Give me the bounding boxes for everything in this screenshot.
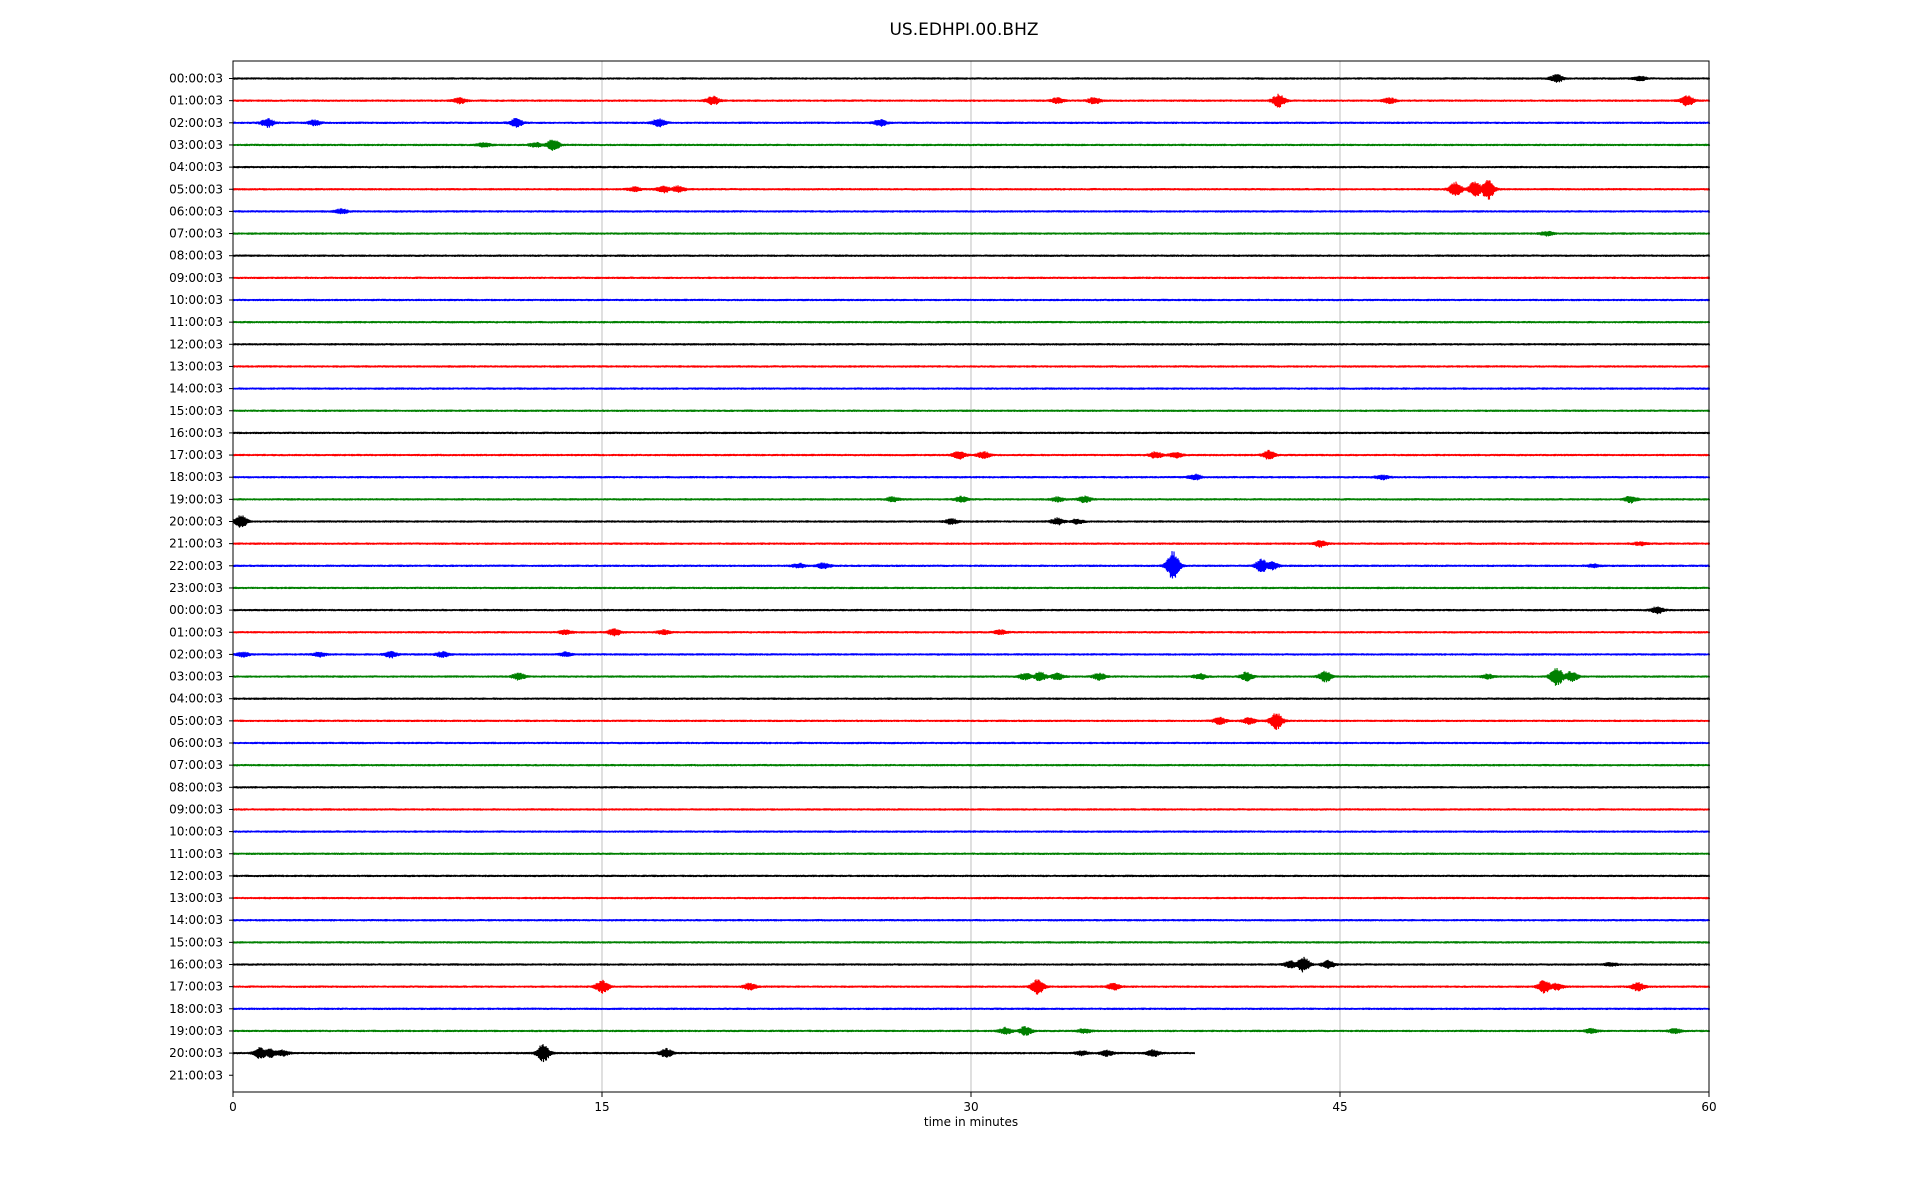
y-tick-label: 16:00:03 (169, 426, 223, 440)
y-tick-label: 08:00:03 (169, 780, 223, 794)
trace-line (232, 941, 1711, 944)
y-tick-label: 21:00:03 (169, 1068, 223, 1082)
x-tick-label: 60 (1701, 1100, 1716, 1114)
y-tick-label: 11:00:03 (169, 315, 223, 329)
x-tick-label: 15 (594, 1100, 609, 1114)
y-tick-label: 10:00:03 (169, 293, 223, 307)
y-tick-label: 13:00:03 (169, 891, 223, 905)
y-tick-label: 06:00:03 (169, 204, 223, 218)
y-tick-label: 22:00:03 (169, 559, 223, 573)
y-tick-label: 12:00:03 (169, 869, 223, 883)
x-tick-label: 45 (1332, 1100, 1347, 1114)
y-tick-label: 14:00:03 (169, 382, 223, 396)
y-tick-label: 07:00:03 (169, 227, 223, 241)
y-tick-labels: 00:00:03 01:00:03 02:00:03 03:00:03 04:00:03… (169, 72, 233, 1082)
y-tick-label: 02:00:03 (169, 647, 223, 661)
trace-line (232, 276, 1711, 280)
y-tick-label: 14:00:03 (169, 913, 223, 927)
trace-line (232, 697, 1711, 701)
y-tick-label: 17:00:03 (169, 448, 223, 462)
y-tick-label: 13:00:03 (169, 359, 223, 373)
trace-line (232, 586, 1711, 590)
trace-line (232, 896, 1711, 900)
plot-frame (232, 60, 1710, 1093)
y-tick-label: 20:00:03 (169, 1046, 223, 1060)
trace-line (232, 365, 1711, 368)
y-tick-label: 10:00:03 (169, 825, 223, 839)
y-tick-label: 08:00:03 (169, 249, 223, 263)
y-tick-label: 21:00:03 (169, 537, 223, 551)
y-tick-label: 03:00:03 (169, 670, 223, 684)
y-tick-label: 04:00:03 (169, 692, 223, 706)
y-tick-label: 19:00:03 (169, 1024, 223, 1038)
chart-title: US.EDHPI.00.BHZ (889, 20, 1038, 40)
trace-line (232, 852, 1711, 856)
y-tick-label: 15:00:03 (169, 404, 223, 418)
y-tick-label: 15:00:03 (169, 935, 223, 949)
trace-line (232, 254, 1711, 258)
trace-line (232, 741, 1711, 745)
y-tick-label: 18:00:03 (169, 1002, 223, 1016)
y-tick-label: 17:00:03 (169, 980, 223, 994)
y-tick-label: 06:00:03 (169, 736, 223, 750)
trace-line (232, 1044, 1196, 1063)
trace-line (232, 1007, 1711, 1011)
y-tick-label: 01:00:03 (169, 625, 223, 639)
y-tick-label: 16:00:03 (169, 958, 223, 972)
grid-lines (601, 61, 1341, 1092)
y-tick-label: 05:00:03 (169, 714, 223, 728)
x-tick-label: 30 (963, 1100, 978, 1114)
y-tick-label: 02:00:03 (169, 116, 223, 130)
y-tick-label: 09:00:03 (169, 271, 223, 285)
x-axis: 0 15 30 45 60 (229, 1092, 1717, 1114)
y-tick-label: 00:00:03 (169, 603, 223, 617)
trace-line (232, 387, 1711, 390)
trace-line (232, 298, 1711, 302)
y-tick-label: 00:00:03 (169, 72, 223, 86)
y-tick-label: 11:00:03 (169, 847, 223, 861)
y-tick-label: 01:00:03 (169, 94, 223, 108)
y-tick-label: 20:00:03 (169, 515, 223, 529)
y-tick-label: 07:00:03 (169, 758, 223, 772)
y-tick-label: 04:00:03 (169, 160, 223, 174)
trace-line (232, 785, 1711, 789)
trace-line (232, 830, 1711, 833)
x-axis-label: time in minutes (924, 1115, 1018, 1129)
trace-line (232, 763, 1711, 767)
y-tick-label: 09:00:03 (169, 802, 223, 816)
y-tick-label: 19:00:03 (169, 492, 223, 506)
y-tick-label: 18:00:03 (169, 470, 223, 484)
y-tick-label: 23:00:03 (169, 581, 223, 595)
y-tick-label: 12:00:03 (169, 337, 223, 351)
y-tick-label: 03:00:03 (169, 138, 223, 152)
x-tick-label: 0 (229, 1100, 237, 1114)
y-tick-label: 05:00:03 (169, 182, 223, 196)
trace-line (232, 874, 1711, 878)
trace-line (232, 431, 1711, 435)
trace-line (232, 808, 1711, 811)
trace-line (232, 165, 1711, 169)
